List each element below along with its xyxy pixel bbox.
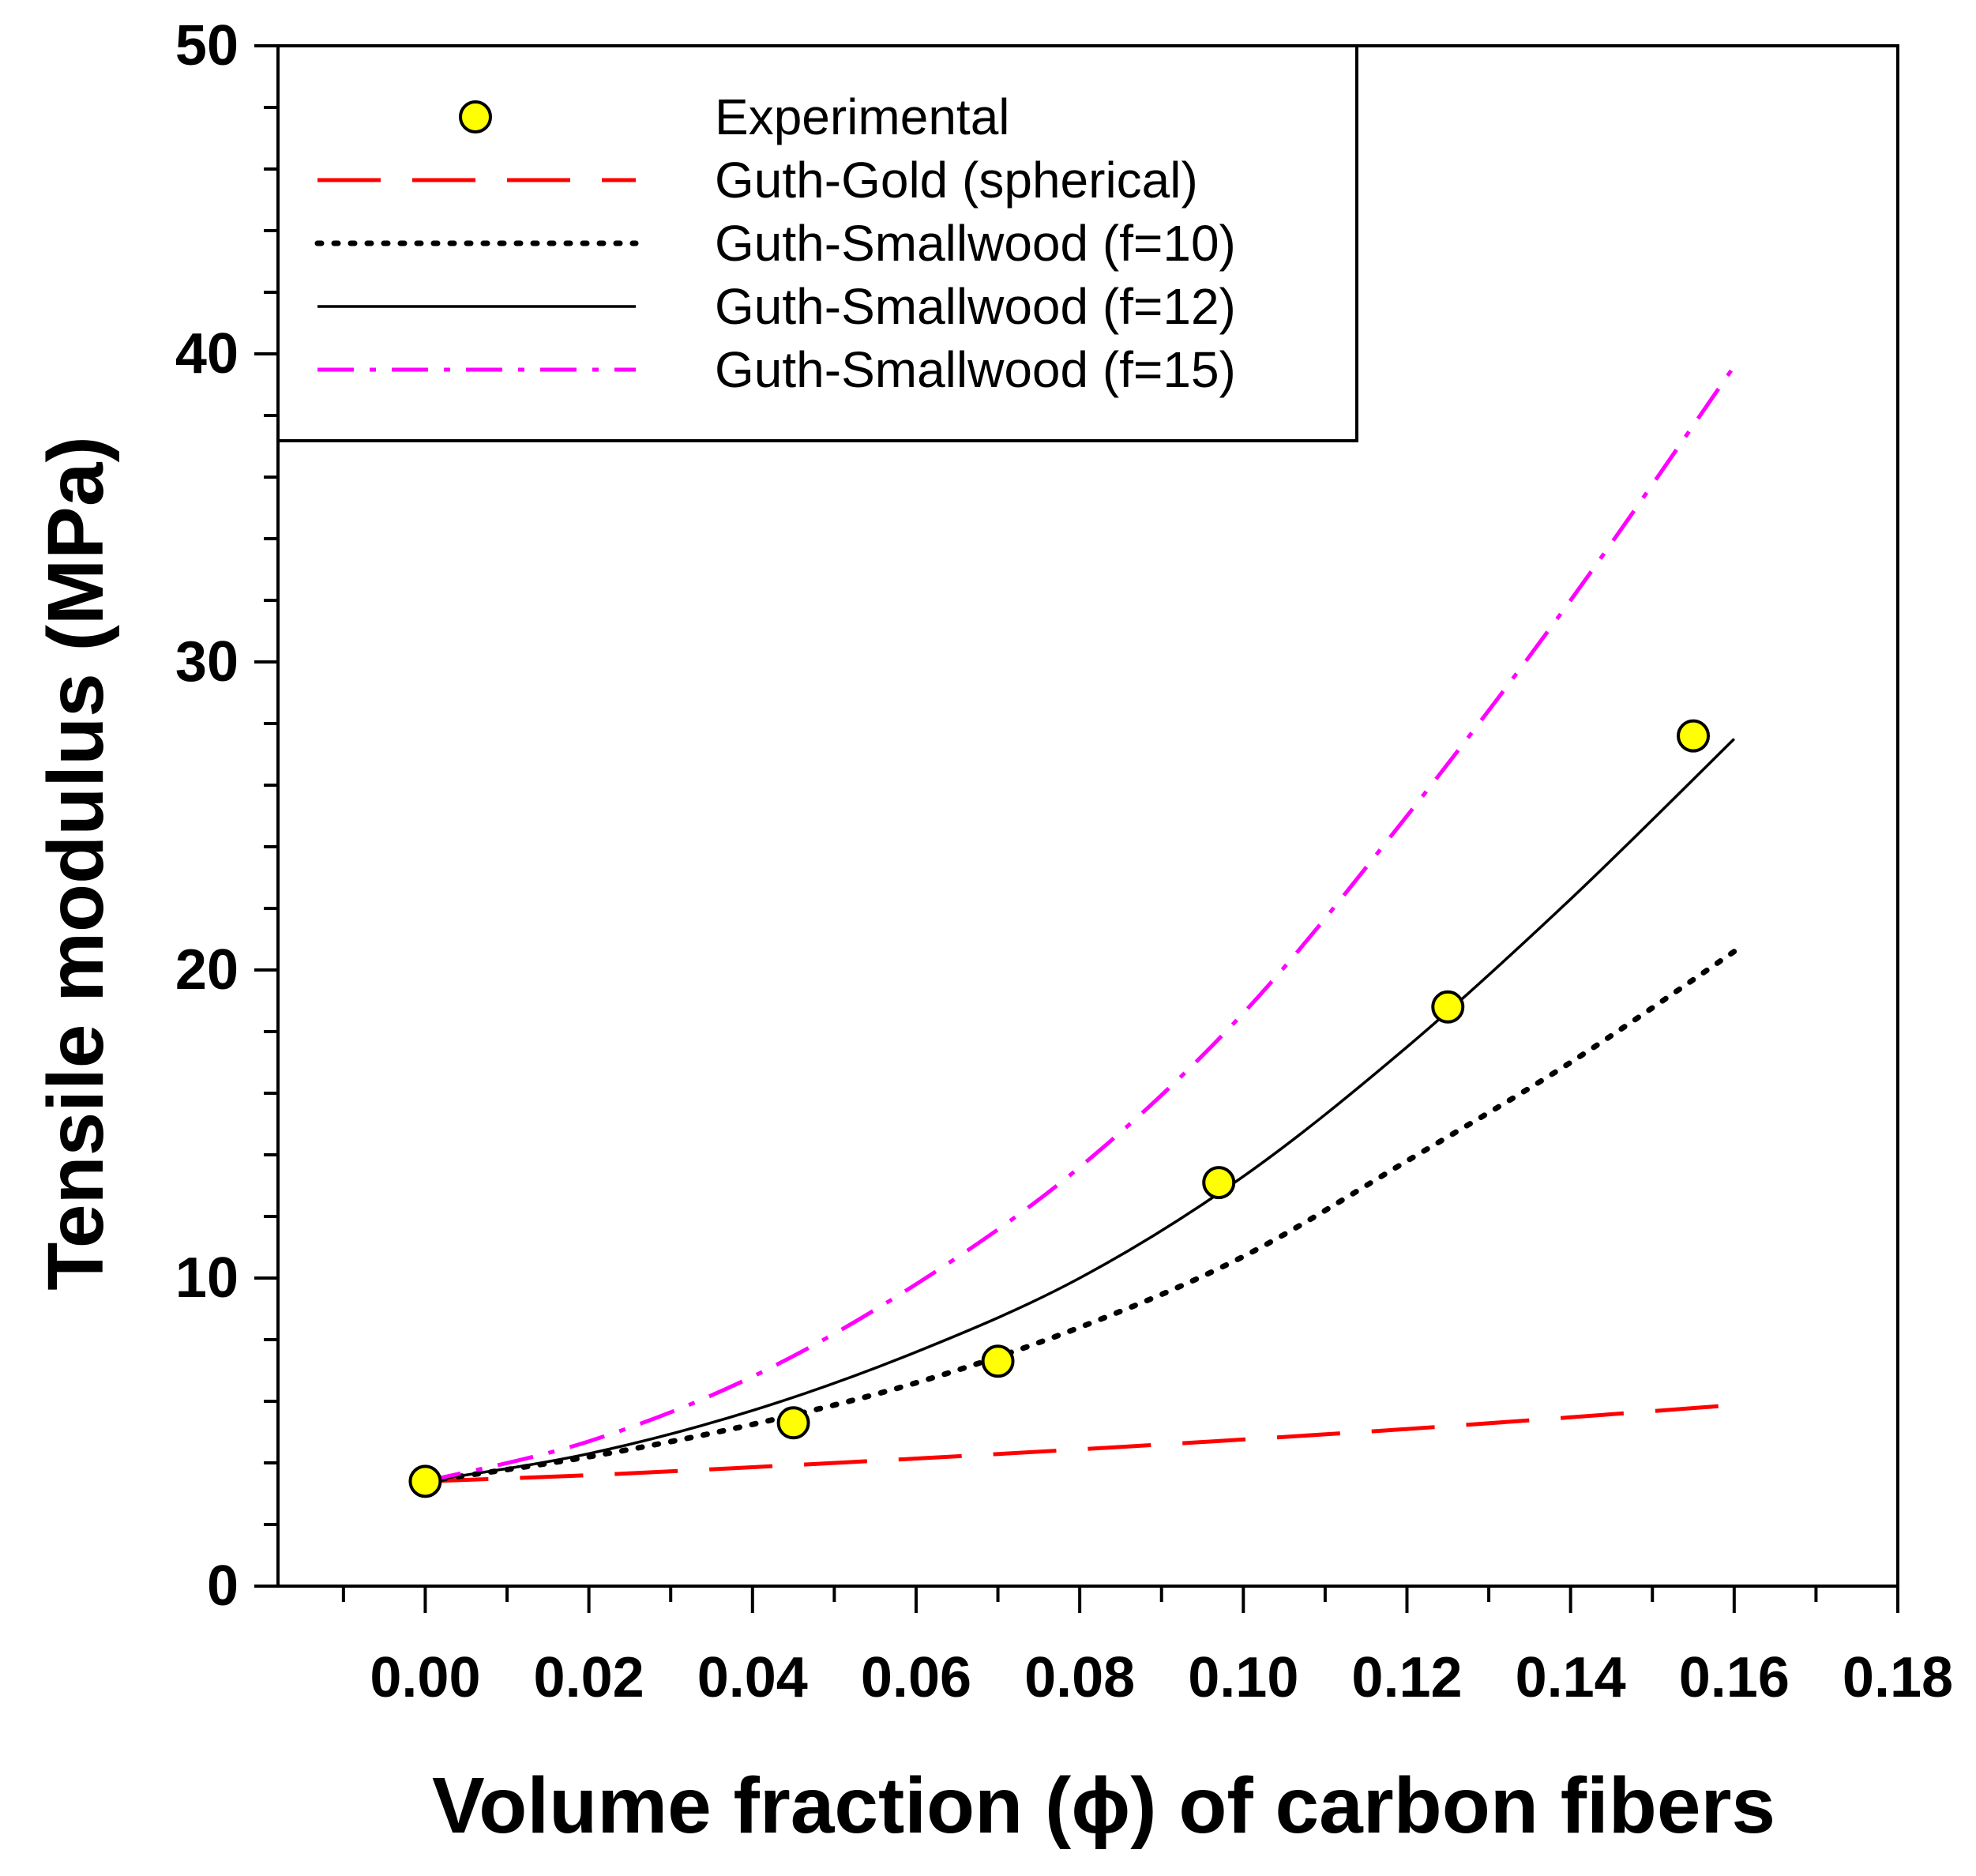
data-point <box>408 1464 442 1498</box>
x-tick-label: 0.06 <box>861 1646 971 1709</box>
data-point <box>1677 719 1711 753</box>
data-point <box>1202 1166 1236 1200</box>
y-tick-label: 10 <box>175 1246 239 1310</box>
x-tick-label: 0.14 <box>1516 1646 1626 1709</box>
legend-label: Experimental <box>715 88 1010 145</box>
x-tick-label: 0.02 <box>534 1646 644 1709</box>
y-tick-label: 40 <box>175 322 239 385</box>
y-tick-label: 0 <box>207 1555 239 1618</box>
x-tick-label: 0.04 <box>697 1646 808 1709</box>
x-tick-label: 0.18 <box>1843 1646 1953 1709</box>
x-axis-title: Volume fraction (ϕ) of carbon fibers <box>432 1761 1775 1850</box>
legend: Experimental Guth-Gold (spherical) Guth-Sm… <box>276 44 1358 442</box>
y-tick-label: 30 <box>175 630 239 694</box>
x-tick-label: 0.08 <box>1024 1646 1135 1709</box>
x-tick-label: 0.00 <box>370 1646 480 1709</box>
legend-label: Guth-Gold (spherical) <box>715 152 1198 209</box>
x-axis: 0.00 0.02 0.04 0.06 0.08 0.10 0.12 0.14 0.16 0.18 <box>341 1586 1953 1709</box>
y-axis: 0 10 20 30 40 50 <box>175 14 278 1618</box>
series-layer <box>408 365 1737 1498</box>
series-line-guth-smallwood-f-15 <box>424 365 1736 1483</box>
legend-label: Guth-Smallwood (f=10) <box>715 215 1236 272</box>
series-line-guth-smallwood-f-10 <box>422 949 1737 1484</box>
legend-label: Guth-Smallwood (f=15) <box>715 341 1236 398</box>
y-tick-label: 50 <box>175 14 239 77</box>
x-tick-label: 0.16 <box>1679 1646 1790 1709</box>
data-point <box>1431 990 1465 1024</box>
data-point <box>776 1406 810 1440</box>
x-tick-label: 0.10 <box>1188 1646 1298 1709</box>
y-axis-title: Tensile modulus (MPa) <box>32 436 120 1291</box>
legend-marker <box>459 100 492 133</box>
x-tick-label: 0.12 <box>1351 1646 1462 1709</box>
y-tick-label: 20 <box>175 938 239 1002</box>
legend-label: Guth-Smallwood (f=12) <box>715 278 1236 335</box>
legend-box <box>276 44 1358 442</box>
data-point <box>981 1344 1015 1378</box>
series-line-guth-smallwood-f-12 <box>425 738 1736 1483</box>
series-line-guth-gold-spherical <box>425 1403 1735 1483</box>
